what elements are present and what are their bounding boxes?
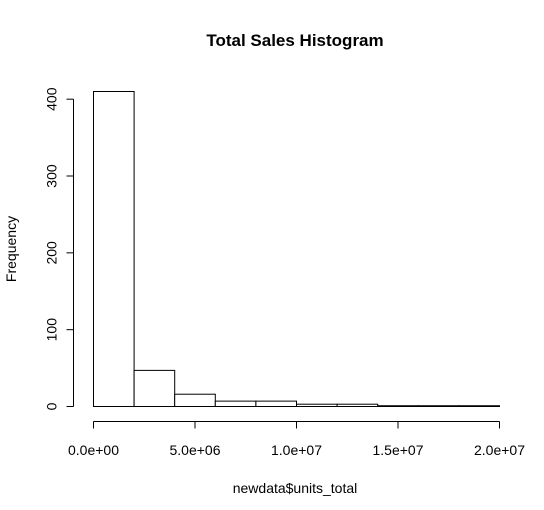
histogram-bar [417, 405, 460, 408]
histogram-bar [296, 403, 338, 408]
y-tick-label: 300 [44, 164, 60, 188]
x-tick-label: 5.0e+06 [170, 442, 221, 458]
x-tick-label: 0.0e+00 [68, 442, 119, 458]
histogram-bar [93, 91, 135, 407]
x-axis-label: newdata$units_total [233, 480, 358, 496]
bars-group [93, 91, 500, 408]
x-tick-label: 1.0e+07 [271, 442, 322, 458]
x-axis: 0.0e+00 5.0e+06 1.0e+07 1.5e+07 2.0e+07 [68, 421, 525, 458]
histogram-bar [377, 405, 419, 408]
x-tick-label: 1.5e+07 [373, 442, 424, 458]
y-axis: 0 100 200 300 400 [44, 87, 74, 410]
histogram-bar [458, 405, 500, 408]
histogram-bar [133, 369, 176, 408]
histogram-bar [336, 403, 379, 408]
histogram-bar [255, 400, 297, 407]
x-tick-label: 2.0e+07 [474, 442, 525, 458]
y-axis-label: Frequency [3, 216, 19, 282]
histogram-bar [214, 400, 257, 407]
y-tick-label: 400 [44, 87, 60, 111]
histogram-bar [174, 393, 216, 407]
chart-title: Total Sales Histogram [206, 31, 383, 50]
y-tick-label: 100 [44, 318, 60, 342]
y-tick-label: 0 [44, 402, 60, 410]
y-tick-label: 200 [44, 241, 60, 265]
